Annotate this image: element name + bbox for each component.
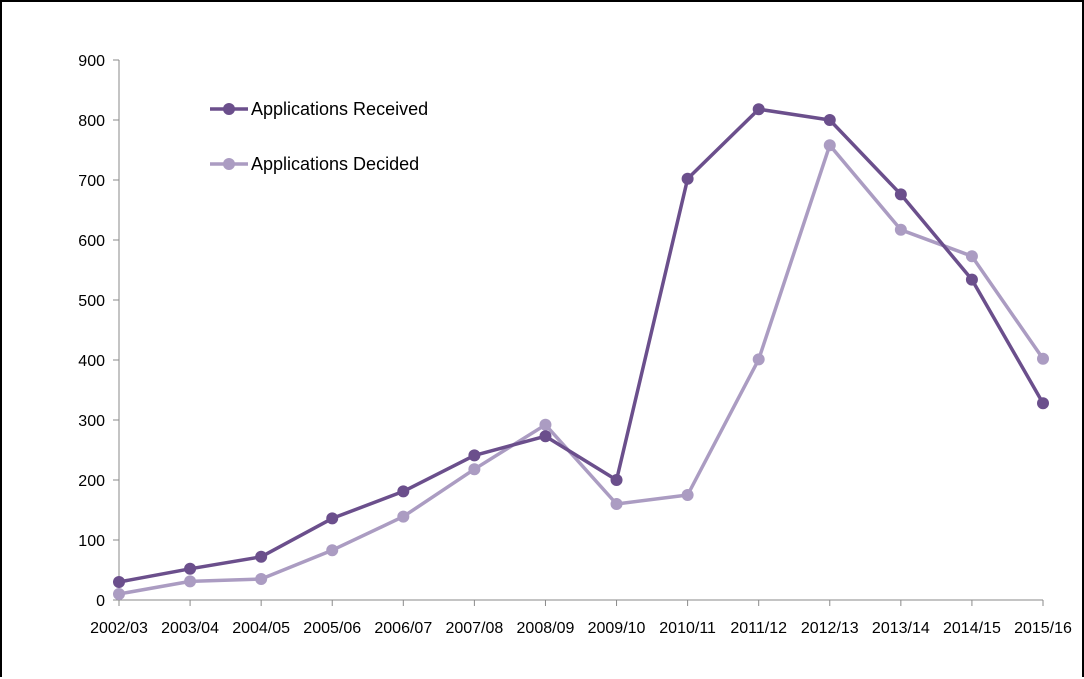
data-point-applications-received bbox=[681, 172, 694, 185]
data-point-applications-received bbox=[326, 512, 339, 525]
y-tick-label: 400 bbox=[78, 353, 105, 370]
data-point-applications-decided bbox=[752, 353, 765, 366]
x-tick-label: 2002/03 bbox=[90, 620, 148, 637]
y-tick-label: 300 bbox=[78, 413, 105, 430]
y-tick-label: 900 bbox=[78, 53, 105, 70]
data-point-applications-decided bbox=[326, 544, 339, 557]
x-tick-label: 2012/13 bbox=[801, 620, 859, 637]
series-line-applications-received bbox=[118, 107, 1045, 584]
x-tick-label: 2014/15 bbox=[943, 620, 1001, 637]
data-point-applications-received bbox=[823, 114, 836, 126]
data-point-applications-decided bbox=[823, 139, 836, 152]
legend: Applications Received Applications Decide… bbox=[210, 99, 428, 174]
y-tick-label: 100 bbox=[78, 533, 105, 550]
x-tick-label: 2005/06 bbox=[303, 620, 361, 637]
series-applications-received bbox=[113, 103, 1049, 588]
y-axis: 0 100 200 300 400 500 600 700 800 900 bbox=[78, 53, 120, 610]
data-point-applications-decided bbox=[397, 510, 410, 523]
data-point-applications-received bbox=[113, 576, 125, 588]
x-tick-label: 2007/08 bbox=[445, 620, 503, 637]
data-point-applications-decided bbox=[1037, 352, 1049, 365]
y-tick-label: 600 bbox=[78, 233, 105, 250]
legend-item: Applications Received bbox=[210, 99, 428, 119]
data-point-applications-received bbox=[539, 430, 552, 443]
data-point-applications-received bbox=[965, 273, 978, 286]
data-point-applications-received bbox=[894, 188, 907, 201]
x-tick-label: 2009/10 bbox=[588, 620, 646, 637]
y-tick-label: 800 bbox=[78, 113, 105, 130]
series-applications-decided bbox=[113, 139, 1049, 600]
x-tick-label: 2006/07 bbox=[374, 620, 432, 637]
data-point-applications-received bbox=[610, 474, 623, 486]
y-tick-label: 0 bbox=[96, 593, 105, 610]
x-tick-label: 2003/04 bbox=[161, 620, 219, 637]
x-tick-label: 2011/12 bbox=[730, 620, 787, 637]
x-tick-label: 2013/14 bbox=[872, 620, 930, 637]
series-layer bbox=[113, 103, 1049, 600]
y-tick-label: 700 bbox=[78, 173, 105, 190]
series-line-applications-decided bbox=[118, 143, 1045, 596]
legend-label: Applications Received bbox=[251, 99, 428, 119]
data-point-applications-decided bbox=[255, 573, 268, 585]
legend-swatch-marker bbox=[223, 103, 235, 115]
x-tick-label: 2010/11 bbox=[659, 620, 716, 637]
data-point-applications-decided bbox=[184, 575, 197, 588]
x-tick-label: 2015/16 bbox=[1014, 620, 1072, 637]
x-tick-label: 2004/05 bbox=[232, 620, 290, 637]
x-tick-label: 2008/09 bbox=[517, 620, 575, 637]
x-axis: 2002/03 2003/04 2004/05 2005/06 2006/07 2007/… bbox=[90, 599, 1072, 637]
data-point-applications-decided bbox=[681, 489, 694, 501]
data-point-applications-received bbox=[255, 550, 268, 563]
legend-item: Applications Decided bbox=[210, 154, 419, 174]
data-point-applications-decided bbox=[539, 418, 552, 431]
data-point-applications-received bbox=[468, 449, 481, 462]
legend-swatch-marker bbox=[223, 158, 235, 170]
data-point-applications-decided bbox=[894, 223, 907, 236]
data-point-applications-decided bbox=[468, 463, 481, 476]
data-point-applications-decided bbox=[113, 588, 125, 600]
data-point-applications-received bbox=[752, 103, 765, 116]
y-tick-label: 200 bbox=[78, 473, 105, 490]
data-point-applications-received bbox=[184, 562, 197, 575]
y-tick-label: 500 bbox=[78, 293, 105, 310]
legend-label: Applications Decided bbox=[251, 154, 419, 174]
data-point-applications-received bbox=[1037, 397, 1049, 410]
data-point-applications-decided bbox=[610, 498, 623, 510]
data-point-applications-received bbox=[397, 485, 410, 498]
data-point-applications-decided bbox=[965, 250, 978, 263]
